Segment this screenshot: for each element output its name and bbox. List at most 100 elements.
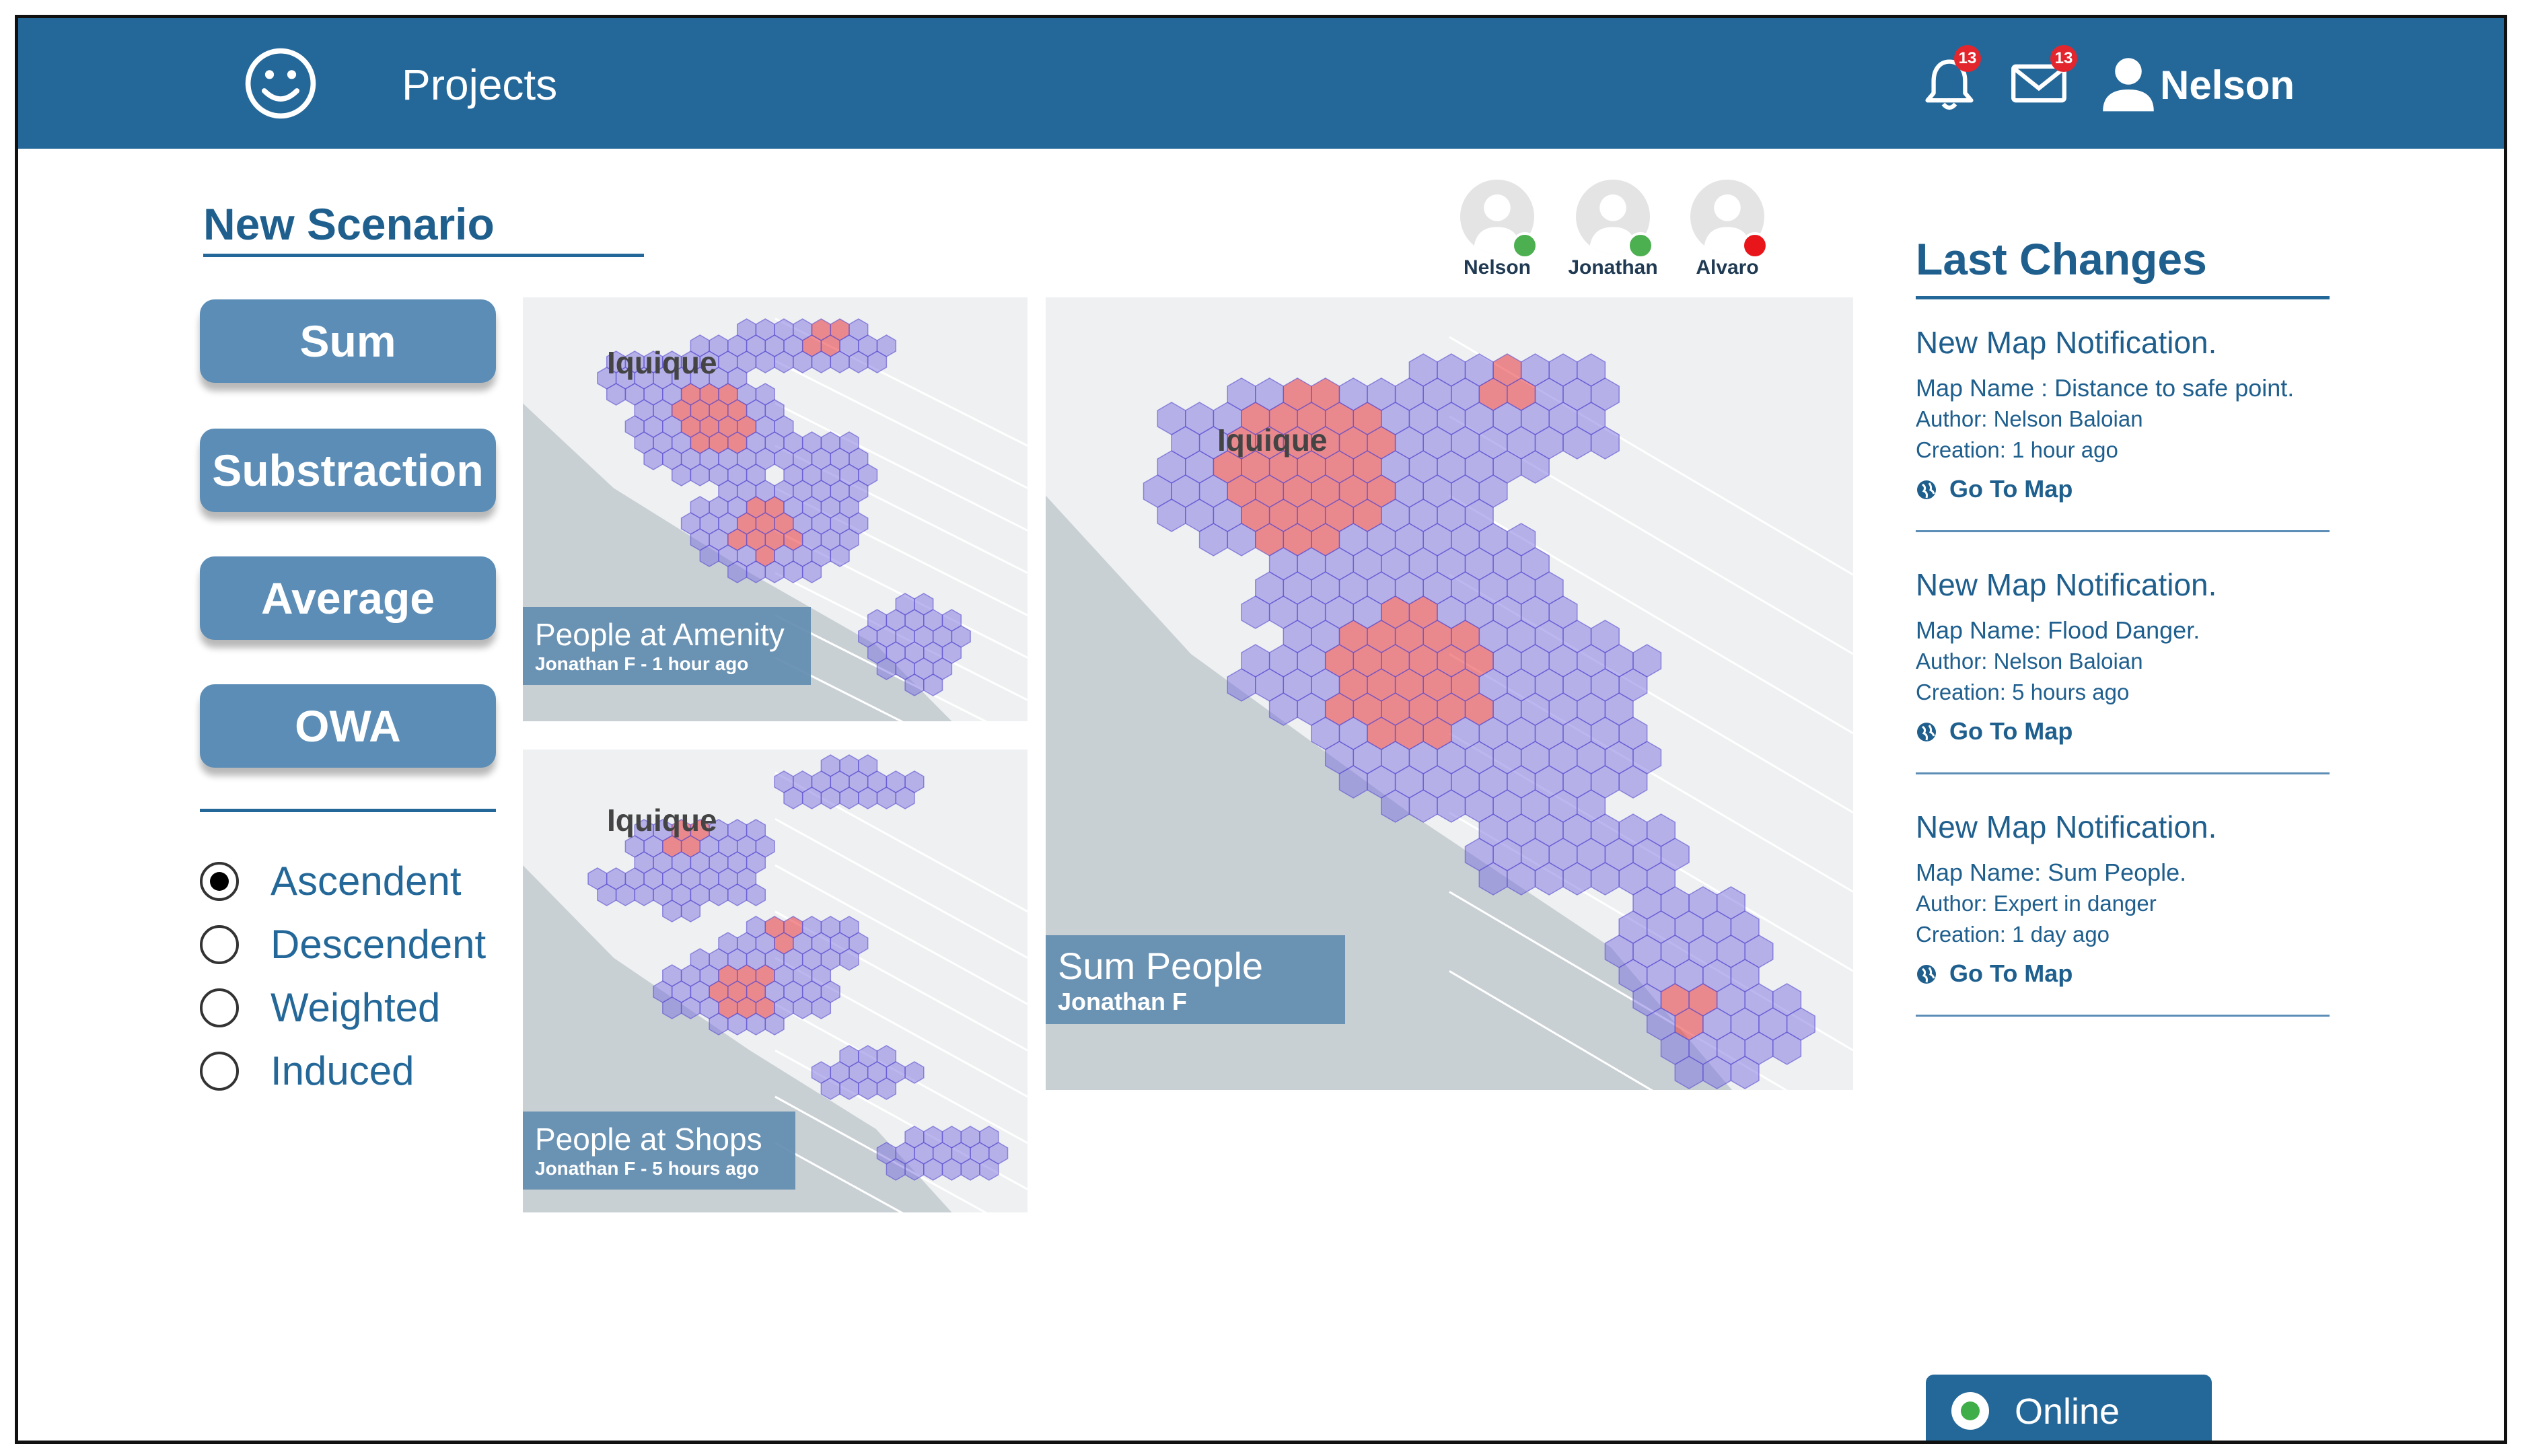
hexbin-cell (1520, 450, 1550, 484)
notification-author: Author: Expert in danger (1916, 891, 2157, 916)
status-indicator (1951, 1392, 1989, 1430)
radio-button[interactable] (200, 925, 239, 964)
hexbin-cell (680, 900, 701, 922)
map-road (774, 864, 1028, 1005)
collaborator-alvaro[interactable]: Alvaro (1677, 180, 1778, 279)
app-title[interactable]: Projects (402, 61, 558, 109)
hexbin-cell (849, 351, 869, 373)
map-road (774, 360, 1028, 489)
hexbin-cell (858, 1077, 878, 1100)
map-road (1449, 495, 1853, 735)
map-road (774, 1142, 904, 1212)
scenario-title-underline (203, 254, 644, 257)
hexbin-cell (867, 351, 888, 373)
hexbin-cell (727, 883, 748, 906)
substraction-button[interactable]: Substraction (200, 429, 496, 512)
go-to-map-label: Go To Map (1949, 475, 2073, 503)
collaborator-jonathan[interactable]: Jonathan (1562, 180, 1663, 279)
hexbin-map[interactable] (523, 297, 1028, 721)
map-card-people-at-amenity[interactable]: Iquique People at Amenity Jonathan F - 1… (523, 297, 1028, 721)
user-name[interactable]: Nelson (2160, 63, 2295, 108)
hexbin-cell (783, 787, 803, 809)
hexbin-cell (1730, 1056, 1760, 1089)
notifications-badge: 13 (1954, 45, 1981, 72)
notification-heading: New Map Notification. (1916, 567, 2217, 602)
hexbin-cell (895, 787, 915, 809)
hexbin-cell (820, 1077, 840, 1100)
avatar (1576, 180, 1650, 254)
radio-button[interactable] (200, 988, 239, 1027)
map-place-label: Iquique (1217, 423, 1328, 458)
hexbin-cell (699, 544, 719, 567)
radio-label: Descendent (271, 922, 487, 967)
hexbin-cell (662, 996, 682, 1019)
mail-icon (2011, 64, 2066, 103)
status-dot (1741, 232, 1768, 259)
divider (1916, 1015, 2330, 1017)
sum-button[interactable]: Sum (200, 299, 496, 383)
hexbin-cell (746, 1013, 766, 1035)
radio-label: Weighted (271, 985, 441, 1030)
divider (1916, 772, 2330, 774)
hexbin-cell (876, 657, 897, 680)
collaborator-name: Alvaro (1696, 256, 1759, 279)
hexbin-cell (839, 787, 859, 809)
notification-creation: Creation: 1 day ago (1916, 922, 2110, 947)
map-card-sum-people[interactable]: Iquique Sum People Jonathan F (1046, 297, 1853, 1090)
hexbin-cell (643, 447, 663, 470)
map-card-people-at-shops[interactable]: Iquique People at Shops Jonathan F - 5 h… (523, 750, 1028, 1212)
map-title: People at Amenity (535, 617, 785, 652)
radio-button[interactable] (200, 1052, 239, 1091)
go-to-map-link[interactable]: Go To Map (1916, 959, 2330, 988)
notification-item: New Map Notification. Map Name: Sum Peop… (1916, 809, 2330, 1017)
hexbin-cell (1772, 1031, 1802, 1065)
online-status-button[interactable]: Online (1926, 1375, 2212, 1441)
map-subtitle: Jonathan F - 5 hours ago (535, 1158, 759, 1179)
collaborator-nelson[interactable]: Nelson (1447, 180, 1548, 279)
hexbin-cell (793, 996, 813, 1019)
hexbin-cell (680, 996, 701, 1019)
hexbin-cell (774, 351, 794, 373)
go-to-map-link[interactable]: Go To Map (1916, 475, 2330, 503)
collaborator-name: Nelson (1463, 256, 1532, 279)
hexbin-cell (811, 351, 832, 373)
hexbin-cell (1618, 765, 1648, 799)
person-icon (1703, 194, 1752, 254)
map-place-label: Iquique (607, 345, 717, 380)
messages-badge: 13 (2050, 45, 2077, 72)
hexbin-cell (662, 900, 682, 922)
map-road (1449, 970, 1653, 1090)
hexbin-cell (904, 674, 925, 696)
hexbin-cell (801, 560, 822, 583)
hexbin-cell (904, 1061, 925, 1084)
map-road (774, 817, 1028, 959)
go-to-map-link[interactable]: Go To Map (1916, 717, 2330, 745)
hexbin-cell (820, 787, 840, 809)
hexbin-cell (634, 883, 654, 906)
person-icon (1589, 194, 1637, 254)
hexbin-cell (811, 996, 832, 1019)
user-icon[interactable] (2097, 53, 2159, 114)
map-title: People at Shops (535, 1122, 762, 1157)
collaborator-name: Jonathan (1568, 256, 1658, 279)
hexbin-cell (764, 560, 785, 583)
radio-label: Induced (271, 1048, 415, 1093)
messages-button[interactable]: 13 (2009, 45, 2077, 114)
go-to-map-label: Go To Map (1949, 959, 2073, 987)
radio-button[interactable] (200, 862, 239, 901)
globe-icon (1917, 965, 1936, 984)
hexbin-cell (606, 383, 626, 406)
owa-button[interactable]: OWA (200, 684, 496, 768)
average-button[interactable]: Average (200, 556, 496, 640)
top-bar: Projects 13 13 Nelson (18, 18, 2504, 149)
radio-label: Ascendent (271, 859, 462, 904)
go-to-map-label: Go To Map (1949, 717, 2073, 745)
scenario-title[interactable]: New Scenario (203, 199, 495, 249)
divider (200, 809, 496, 812)
notification-author: Author: Nelson Baloian (1916, 406, 2143, 431)
hexbin-cell (941, 1158, 962, 1181)
notifications-button[interactable]: 13 (1919, 45, 1981, 114)
hexbin-cell (886, 1158, 906, 1181)
hexbin-cell (671, 464, 692, 486)
smiley-logo-icon[interactable] (244, 46, 318, 120)
